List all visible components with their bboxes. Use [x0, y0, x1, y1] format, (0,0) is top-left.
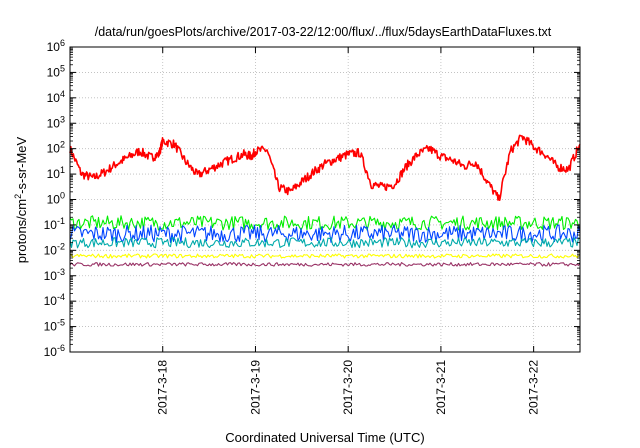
series-line-2 [69, 224, 581, 243]
y-tick-label: 10-2 [44, 241, 65, 257]
series-line-1 [69, 215, 581, 231]
y-tick-label: 101 [47, 165, 65, 181]
series-group [69, 134, 581, 267]
y-tick-label: 106 [47, 38, 65, 54]
x-tick-label: 2017-3-20 [341, 360, 355, 415]
series-line-5 [69, 262, 581, 267]
y-tick-label: 10-6 [44, 343, 65, 359]
grid-lines [70, 47, 580, 352]
x-axis-ticks: 2017-3-18 2017-3-19 2017-3-20 2017-3-21 2017… [156, 47, 541, 415]
plot-frame [69, 46, 581, 353]
y-axis-ticks: 10-6 10-5 10-4 10-3 10-2 10-1 100 101 102 103 104 1… [44, 38, 580, 359]
y-axis-label: protons/cm2-s-sr-MeV [13, 136, 29, 263]
y-tick-label: 103 [47, 114, 65, 130]
y-axis-label-superscript: 2 [13, 194, 23, 199]
y-tick-label: 10-5 [44, 318, 65, 334]
y-tick-label: 100 [47, 191, 65, 207]
y-tick-label: 10-4 [44, 292, 65, 308]
y-tick-label: 105 [47, 63, 65, 79]
series-line-3 [69, 237, 581, 249]
y-tick-label: 10-1 [44, 216, 65, 232]
x-axis-label: Coordinated Universal Time (UTC) [225, 430, 424, 445]
x-tick-label: 2017-3-21 [434, 360, 448, 415]
series-line-0 [69, 134, 581, 201]
y-tick-label: 10-3 [44, 267, 65, 283]
y-tick-label: 102 [47, 140, 65, 156]
x-tick-label: 2017-3-18 [156, 360, 170, 415]
x-tick-label: 2017-3-22 [527, 360, 541, 415]
series-line-4 [69, 253, 581, 259]
y-tick-label: 104 [47, 89, 65, 105]
chart-title: /data/run/goesPlots/archive/2017-03-22/1… [95, 25, 552, 39]
x-tick-label: 2017-3-19 [248, 360, 262, 415]
